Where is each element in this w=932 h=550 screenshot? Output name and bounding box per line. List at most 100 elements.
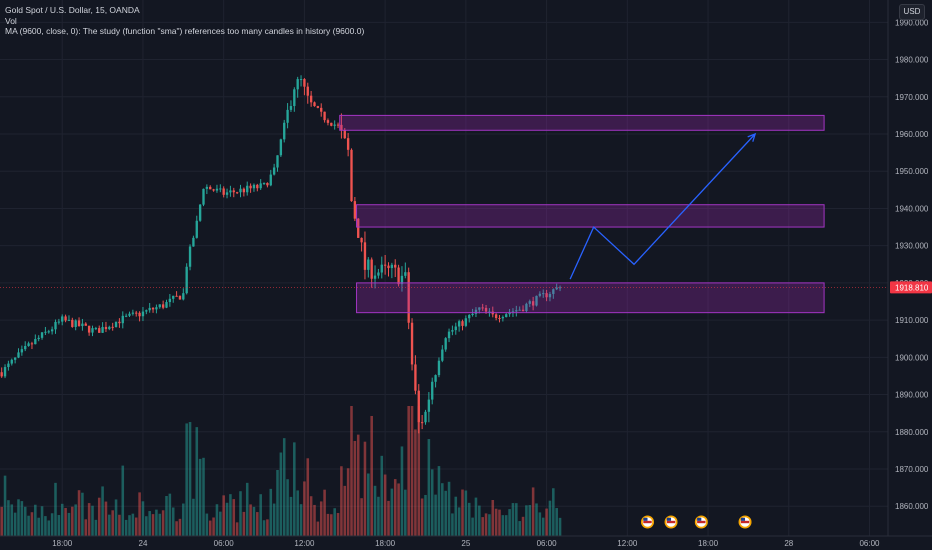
volume-bar [23,506,27,536]
event-markers[interactable] [641,515,752,529]
candle-body [427,399,431,412]
volume-bar [457,507,461,536]
candle-body [74,320,77,327]
volume-bar [108,514,111,536]
currency-button[interactable]: USD [899,4,925,20]
price-axis[interactable]: 1860.000 1870.000 1880.000 1890.000 1900.000… [887,0,932,550]
volume-bar [313,504,316,536]
projection-arrow[interactable] [569,132,757,280]
economic-event-icon[interactable] [738,515,752,529]
volume-bar [71,506,74,536]
candle-body [27,343,30,346]
candle-body [424,411,427,423]
volume-bar [484,513,488,536]
volume-bar [27,515,30,536]
event-flag-stripe [666,520,676,524]
candle-body [478,307,481,310]
candle-body [47,331,50,333]
candle-body [222,188,225,195]
candle-body [259,183,262,189]
volume-bar [330,514,333,536]
volume-bar [363,441,367,536]
volume-bar [34,504,37,536]
volume-bar [333,508,336,536]
volume-bar [370,415,373,536]
time-tick-label: 18:00 [375,539,396,548]
volume-bar [0,506,3,536]
volume-bar [474,497,478,536]
candle-body [545,293,548,298]
volume-bar [252,506,256,536]
zone-rectangle[interactable] [356,204,825,228]
volume-bar [74,504,77,536]
price-tick-label: 1880.000 [895,428,929,437]
economic-event-icon[interactable] [664,515,678,529]
candle-body [87,325,91,333]
candle-body [104,326,108,330]
volume-indicator-label[interactable]: Vol [5,15,17,26]
volume-bar [504,515,508,536]
volume-bar [249,504,252,536]
candle-body [252,184,256,189]
supply-demand-zones[interactable] [0,114,888,314]
volume-bar [3,475,7,536]
volume-bar [97,497,101,536]
candle-body [340,124,343,131]
candle-body [380,264,383,273]
volume-bar [161,510,165,536]
candle-body [172,295,175,299]
volume-bar [30,512,34,536]
volume-bar [219,511,222,536]
ma-indicator-label[interactable]: MA (9600, close, 0): The study (function… [5,26,365,36]
candle-body [501,317,505,319]
price-tick-label: 1950.000 [895,167,929,176]
candle-body [299,79,303,81]
price-tick-label: 1940.000 [895,204,929,213]
volume-bar [306,458,310,536]
volume-bar [360,498,363,536]
volume-bar [296,490,299,536]
candle-body [397,267,400,285]
volume-bar [528,505,532,536]
time-axis[interactable]: 18:00 24 06:00 12:00 18:00 25 06:00 12:00 18:00 2… [0,535,932,550]
volume-bar [478,505,481,536]
volume-bar [521,516,525,536]
volume-bar [104,501,108,536]
price-tick-label: 1970.000 [895,93,929,102]
candle-body [232,190,235,193]
volume-bar [407,406,410,536]
volume-bar [202,457,205,536]
projection-path[interactable] [569,133,756,280]
volume-bar [356,434,360,536]
volume-bar [434,494,437,536]
zone-rectangle[interactable] [339,114,825,131]
candle-body [303,79,306,87]
volume-bar [7,500,10,536]
candle-body [256,184,259,189]
price-tick-label: 1980.000 [895,56,929,65]
candle-body [360,237,363,243]
candle-body [0,372,3,377]
candle-body [30,343,34,345]
candle-body [262,182,266,184]
candle-body [535,295,538,306]
candle-body [320,107,323,112]
candle-body [289,106,293,110]
candle-body [64,316,67,321]
candle-body [407,272,410,323]
candle-body [128,313,131,316]
economic-event-icon[interactable] [694,515,708,529]
volume-bar [94,519,98,536]
volume-bar [81,492,84,536]
event-flag-stripe [697,520,706,524]
zone-rectangle[interactable] [356,282,825,314]
candle-body [229,190,232,193]
symbol-title[interactable]: Gold Spot / U.S. Dollar, 15, OANDA [5,5,140,15]
event-flag-stripe [740,520,750,524]
volume-bar [128,515,131,536]
volume-bar [215,504,219,536]
economic-event-icon[interactable] [641,515,654,529]
candle-body [383,264,387,266]
candle-body [444,338,447,350]
